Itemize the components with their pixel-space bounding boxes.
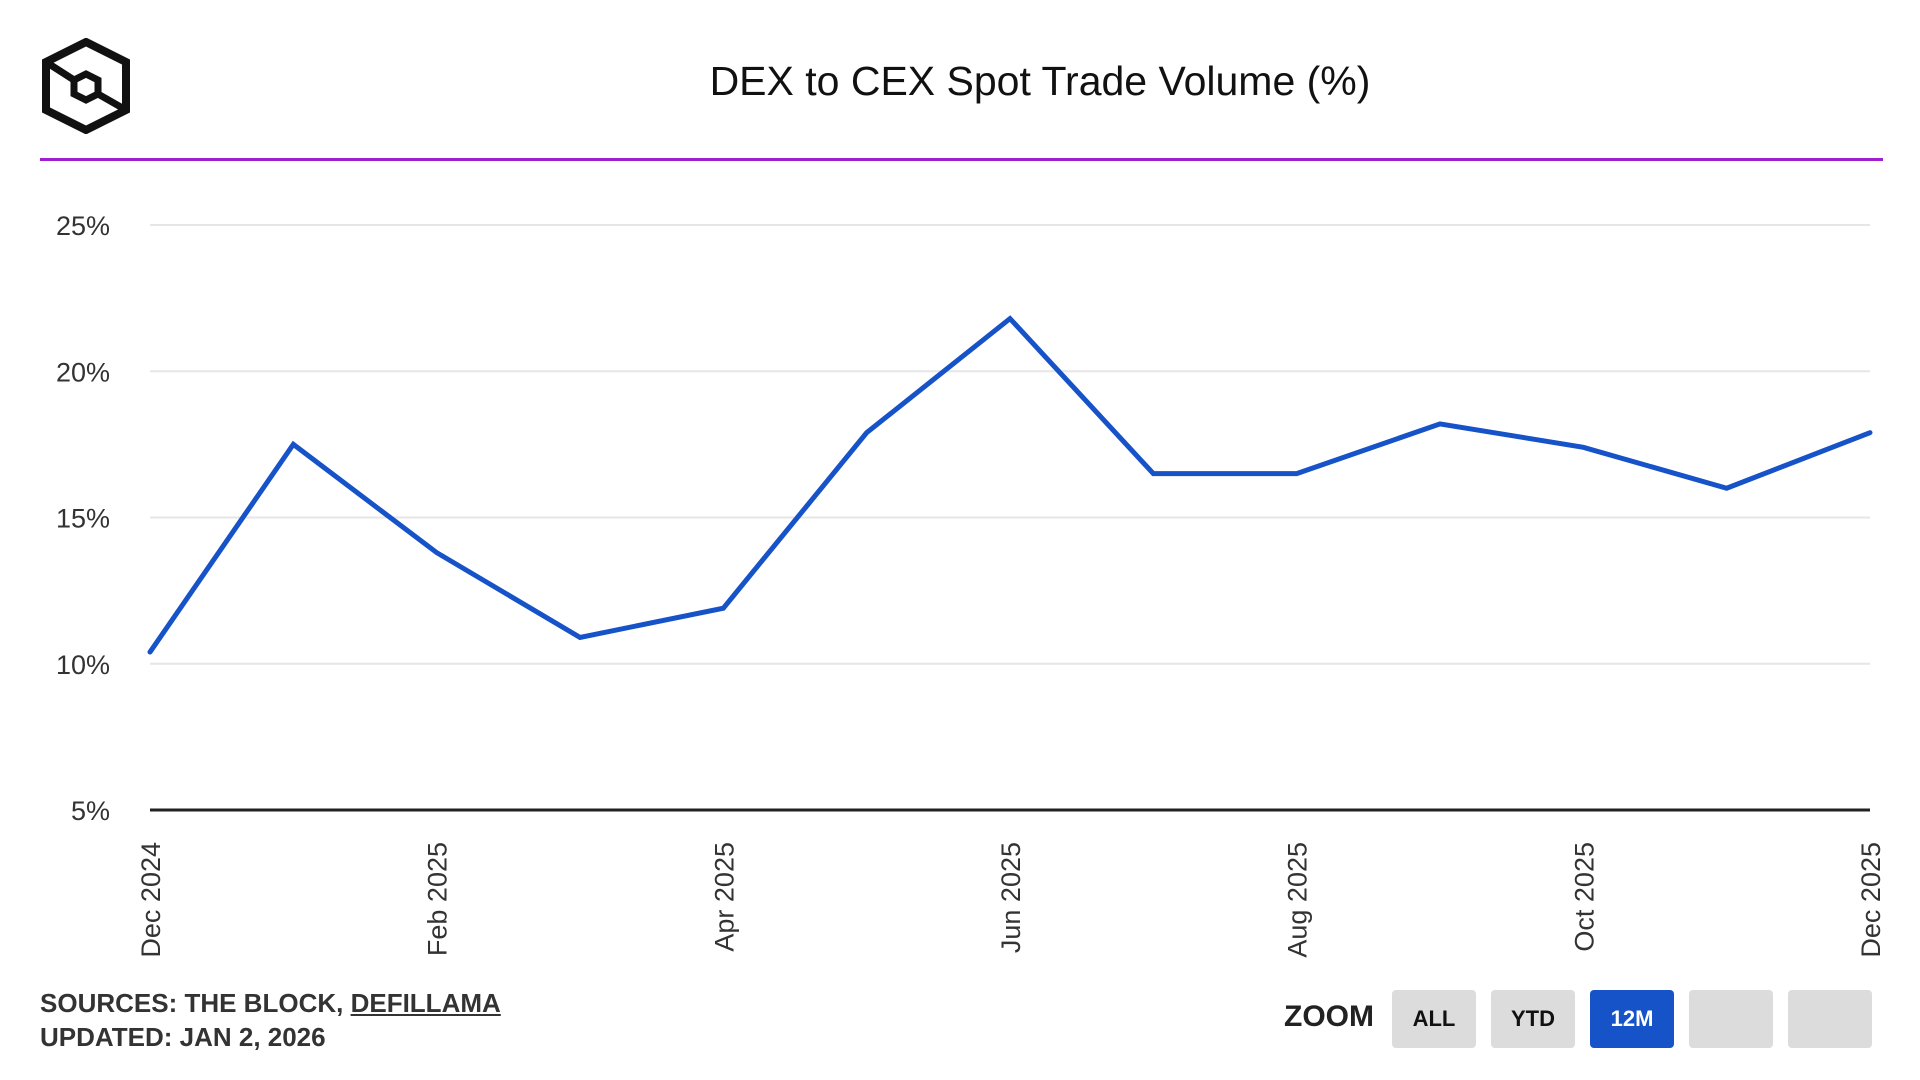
x-tick-label-jun-2025: Jun 2025 (996, 842, 1026, 953)
zoom-empty-button-1[interactable] (1689, 990, 1773, 1048)
x-tick-label-feb-2025: Feb 2025 (423, 842, 453, 956)
zoom-12m-button[interactable]: 12M (1590, 990, 1674, 1048)
defillama-link[interactable]: DEFILLAMA (350, 988, 501, 1018)
chart-footer: SOURCES: THE BLOCK, DEFILLAMA UPDATED: J… (40, 986, 501, 1054)
x-tick-label-aug-2025: Aug 2025 (1283, 842, 1313, 958)
zoom-all-button[interactable]: ALL (1392, 990, 1476, 1048)
series-line-0 (147, 315, 1873, 655)
y-tick-label-20: 20% (56, 357, 110, 387)
x-tick-label-apr-2025: Apr 2025 (709, 842, 739, 952)
the-block-logo-icon (42, 38, 130, 134)
y-tick-label-10: 10% (56, 650, 110, 680)
x-tick-label-dec-2025: Dec 2025 (1856, 842, 1886, 958)
y-tick-label-15: 15% (56, 504, 110, 534)
chart-title: DEX to CEX Spot Trade Volume (%) (709, 58, 1371, 104)
zoom-label: ZOOM (1284, 1000, 1374, 1033)
zoom-empty-button-2[interactable] (1788, 990, 1872, 1048)
zoom-ytd-button[interactable]: YTD (1491, 990, 1575, 1048)
header-divider (40, 158, 1883, 161)
y-tick-label-25: 25% (56, 211, 110, 241)
updated-date: UPDATED: JAN 2, 2026 (40, 1022, 326, 1052)
x-tick-label-dec-2024: Dec 2024 (136, 842, 166, 958)
y-tick-label-5: 5% (71, 796, 110, 826)
x-tick-label-oct-2025: Oct 2025 (1569, 842, 1599, 952)
sources-line: SOURCES: THE BLOCK, DEFILLAMA (40, 986, 501, 1020)
sources-text: SOURCES: THE BLOCK, (40, 988, 351, 1018)
